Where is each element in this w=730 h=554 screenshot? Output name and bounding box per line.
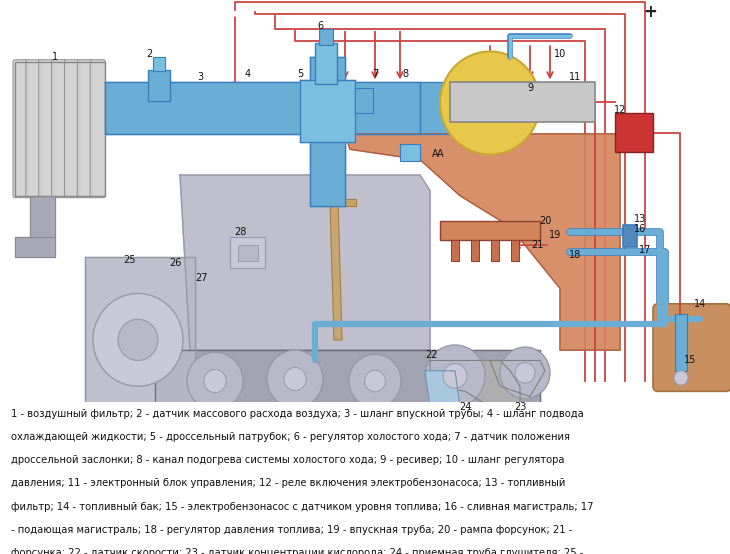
Polygon shape xyxy=(105,83,420,134)
Circle shape xyxy=(425,345,485,407)
Polygon shape xyxy=(30,196,55,237)
Text: 1: 1 xyxy=(52,52,58,61)
Text: 13: 13 xyxy=(634,214,646,224)
Polygon shape xyxy=(310,57,345,206)
Bar xyxy=(238,245,258,260)
Text: 24: 24 xyxy=(459,402,471,412)
Polygon shape xyxy=(345,134,620,350)
Bar xyxy=(355,88,373,113)
Bar xyxy=(623,224,637,247)
FancyBboxPatch shape xyxy=(39,60,54,198)
Circle shape xyxy=(364,370,385,392)
Polygon shape xyxy=(316,199,356,206)
Polygon shape xyxy=(420,83,490,134)
Text: +: + xyxy=(643,3,657,22)
Bar xyxy=(440,222,540,240)
Circle shape xyxy=(118,319,158,361)
Text: 21: 21 xyxy=(531,240,543,250)
Circle shape xyxy=(267,350,323,408)
Text: 28: 28 xyxy=(234,227,246,237)
Polygon shape xyxy=(490,361,545,397)
Bar xyxy=(675,314,687,371)
Circle shape xyxy=(93,294,183,386)
FancyBboxPatch shape xyxy=(26,60,41,198)
Polygon shape xyxy=(15,237,55,258)
Bar xyxy=(400,144,420,161)
Bar xyxy=(471,240,479,260)
Text: 9: 9 xyxy=(527,83,533,93)
Polygon shape xyxy=(330,201,342,340)
Text: 16: 16 xyxy=(634,224,646,234)
Circle shape xyxy=(204,370,226,393)
FancyBboxPatch shape xyxy=(653,304,730,391)
Text: 17: 17 xyxy=(639,245,651,255)
Text: 18: 18 xyxy=(569,250,581,260)
Circle shape xyxy=(443,363,467,388)
Text: 20: 20 xyxy=(539,217,551,227)
Polygon shape xyxy=(300,80,355,142)
Text: 6: 6 xyxy=(317,20,323,30)
Text: 26: 26 xyxy=(169,258,181,268)
Text: A: A xyxy=(432,150,439,160)
Text: 11: 11 xyxy=(569,72,581,82)
Circle shape xyxy=(500,347,550,398)
Text: форсунка; 22 - датчик скорости; 23 - датчик концентрации кислорода; 24 - приемна: форсунка; 22 - датчик скорости; 23 - дат… xyxy=(11,548,583,554)
Text: охлаждающей жидкости; 5 - дроссельный патрубок; 6 - регулятор холостого хода; 7 : охлаждающей жидкости; 5 - дроссельный па… xyxy=(11,432,570,442)
Text: дроссельной заслонки; 8 - канал подогрева системы холостого хода; 9 - ресивер; 1: дроссельной заслонки; 8 - канал подогрев… xyxy=(11,455,564,465)
Text: 23: 23 xyxy=(514,402,526,412)
Text: 8: 8 xyxy=(402,69,408,79)
Text: давления; 11 - электронный блок управления; 12 - реле включения электробензонасо: давления; 11 - электронный блок управлен… xyxy=(11,479,565,489)
FancyBboxPatch shape xyxy=(13,60,28,198)
Text: 10: 10 xyxy=(554,49,566,59)
Text: 3: 3 xyxy=(197,72,203,82)
Polygon shape xyxy=(180,175,430,350)
Text: 1 - воздушный фильтр; 2 - датчик массового расхода воздуха; 3 - шланг впускной т: 1 - воздушный фильтр; 2 - датчик массово… xyxy=(11,409,584,419)
Text: 25: 25 xyxy=(124,254,137,264)
Bar xyxy=(148,70,170,101)
Polygon shape xyxy=(430,361,520,407)
Text: 4: 4 xyxy=(245,69,251,79)
Text: 15: 15 xyxy=(684,356,696,366)
Text: 12: 12 xyxy=(614,105,626,115)
Text: 22: 22 xyxy=(426,350,438,360)
FancyBboxPatch shape xyxy=(64,60,80,198)
Polygon shape xyxy=(85,258,195,407)
Bar xyxy=(153,57,165,71)
Text: 2: 2 xyxy=(146,49,152,59)
Text: 19: 19 xyxy=(549,230,561,240)
Text: 7: 7 xyxy=(372,69,378,79)
Bar xyxy=(615,113,653,152)
Text: - подающая магистраль; 18 - регулятор давления топлива; 19 - впускная труба; 20 : - подающая магистраль; 18 - регулятор да… xyxy=(11,525,572,535)
Polygon shape xyxy=(425,371,460,407)
Text: 5: 5 xyxy=(297,69,303,79)
FancyBboxPatch shape xyxy=(90,60,105,198)
Text: 27: 27 xyxy=(196,273,208,283)
Circle shape xyxy=(187,352,243,410)
Bar xyxy=(230,237,265,268)
Bar xyxy=(491,240,499,260)
Text: фильтр; 14 - топливный бак; 15 - электробензонасос с датчиком уровня топлива; 16: фильтр; 14 - топливный бак; 15 - электро… xyxy=(11,502,593,512)
Bar xyxy=(315,43,337,84)
FancyBboxPatch shape xyxy=(77,60,93,198)
Text: A: A xyxy=(437,150,443,160)
Bar xyxy=(450,83,595,121)
Circle shape xyxy=(284,367,306,391)
Bar xyxy=(451,240,459,260)
Polygon shape xyxy=(155,350,540,407)
Circle shape xyxy=(674,371,688,385)
Circle shape xyxy=(515,362,535,383)
Ellipse shape xyxy=(440,52,540,155)
Bar xyxy=(319,29,333,45)
FancyBboxPatch shape xyxy=(52,60,67,198)
Bar xyxy=(511,240,519,260)
Bar xyxy=(15,62,105,196)
Text: 14: 14 xyxy=(694,299,706,309)
Circle shape xyxy=(349,354,401,408)
